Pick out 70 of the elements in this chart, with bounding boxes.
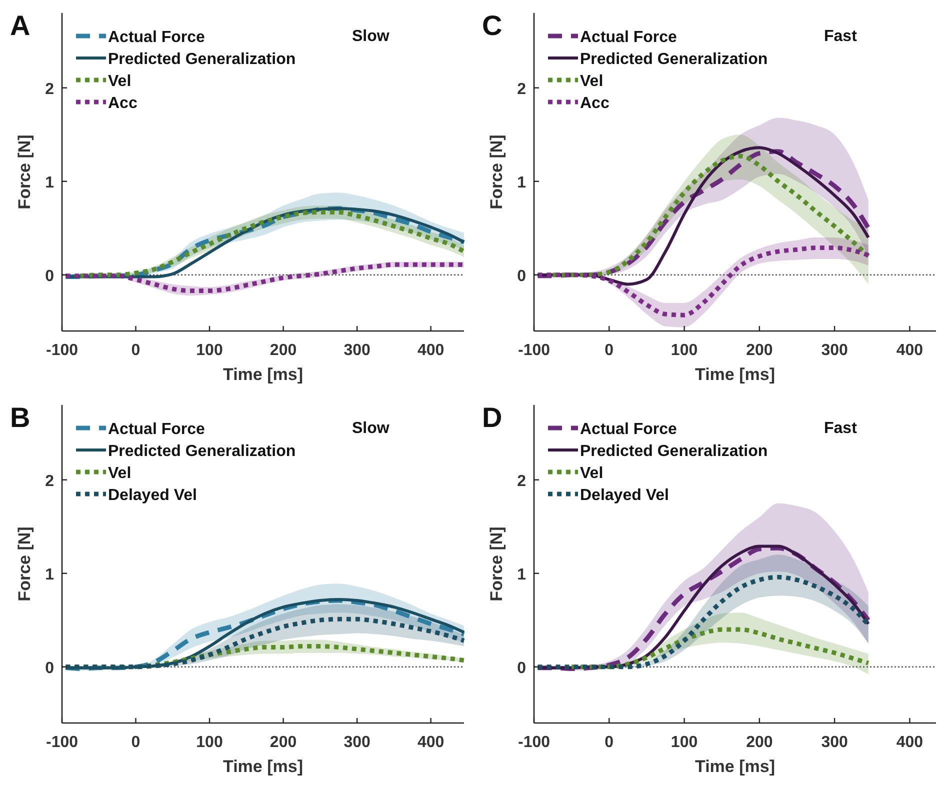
y-axis-title: Force [N]: [487, 526, 506, 602]
legend-label: Acc: [580, 95, 610, 112]
x-tick-label: 300: [821, 342, 848, 359]
legend-label: Predicted Generalization: [108, 443, 296, 460]
x-tick-label: 400: [417, 734, 444, 751]
y-tick-label: 0: [45, 660, 54, 677]
x-tick-label: 200: [746, 734, 773, 751]
legend-label: Actual Force: [580, 421, 678, 438]
x-tick-label: 300: [821, 734, 848, 751]
x-tick-label: -100: [46, 734, 78, 751]
y-axis-title: Force [N]: [487, 134, 506, 210]
legend-label: Vel: [108, 465, 132, 482]
x-axis-title: Time [ms]: [223, 365, 303, 384]
y-tick-label: 0: [45, 268, 54, 285]
y-tick-label: 2: [517, 80, 526, 98]
x-tick-label: 0: [604, 734, 614, 751]
chart-title: C: [482, 10, 502, 41]
y-tick-label: 0: [517, 268, 526, 285]
x-tick-label: 200: [270, 342, 297, 359]
x-tick-label: 0: [131, 342, 140, 359]
legend-label: Actual Force: [108, 421, 206, 438]
y-tick-label: 1: [517, 174, 526, 192]
x-tick-label: 400: [417, 342, 444, 359]
x-axis-title: Time [ms]: [695, 757, 775, 776]
x-tick-label: 0: [604, 342, 614, 359]
y-tick-label: 1: [517, 566, 526, 584]
x-tick-label: 400: [896, 734, 924, 751]
y-axis-title: Force [N]: [15, 134, 34, 210]
x-tick-label: 0: [131, 734, 140, 751]
y-tick-label: 1: [45, 174, 54, 192]
line-series: [536, 574, 871, 670]
x-tick-label: 400: [896, 342, 924, 359]
y-tick-label: 2: [517, 472, 526, 490]
chart-title: D: [482, 402, 502, 433]
chart-title: A: [10, 10, 30, 41]
x-tick-label: 300: [344, 342, 370, 359]
x-axis-title: Time [ms]: [223, 757, 303, 776]
x-tick-label: -100: [46, 342, 78, 359]
y-tick-label: 2: [45, 80, 54, 98]
x-tick-label: 100: [670, 342, 698, 359]
y-tick-label: 1: [45, 566, 54, 584]
x-tick-label: 300: [344, 734, 370, 751]
x-tick-label: -100: [518, 342, 550, 359]
annotation: Slow: [352, 420, 390, 437]
legend-label: Delayed Vel: [108, 487, 197, 504]
annotation: Fast: [824, 28, 858, 45]
legend-label: Predicted Generalization: [580, 443, 768, 460]
x-tick-label: 200: [746, 342, 773, 359]
legend-label: Vel: [580, 465, 604, 482]
annotation: Slow: [352, 28, 390, 45]
x-tick-label: 100: [670, 734, 698, 751]
x-tick-label: 100: [196, 342, 223, 359]
x-tick-label: 200: [270, 734, 297, 751]
legend-label: Predicted Generalization: [580, 51, 768, 68]
legend-label: Predicted Generalization: [108, 51, 296, 68]
line-series: [536, 246, 871, 318]
x-tick-label: -100: [518, 734, 550, 751]
legend-label: Actual Force: [108, 29, 206, 46]
legend-label: Delayed Vel: [580, 487, 669, 504]
legend-label: Vel: [580, 73, 604, 90]
y-tick-label: 2: [45, 472, 54, 490]
annotation: Fast: [824, 420, 858, 437]
legend-label: Vel: [108, 73, 132, 90]
y-axis-title: Force [N]: [15, 526, 34, 602]
x-axis-title: Time [ms]: [695, 365, 775, 384]
x-tick-label: 100: [196, 734, 223, 751]
legend-label: Actual Force: [580, 29, 678, 46]
chart-title: B: [10, 402, 30, 433]
y-tick-label: 0: [517, 660, 526, 677]
legend-label: Acc: [108, 95, 138, 112]
